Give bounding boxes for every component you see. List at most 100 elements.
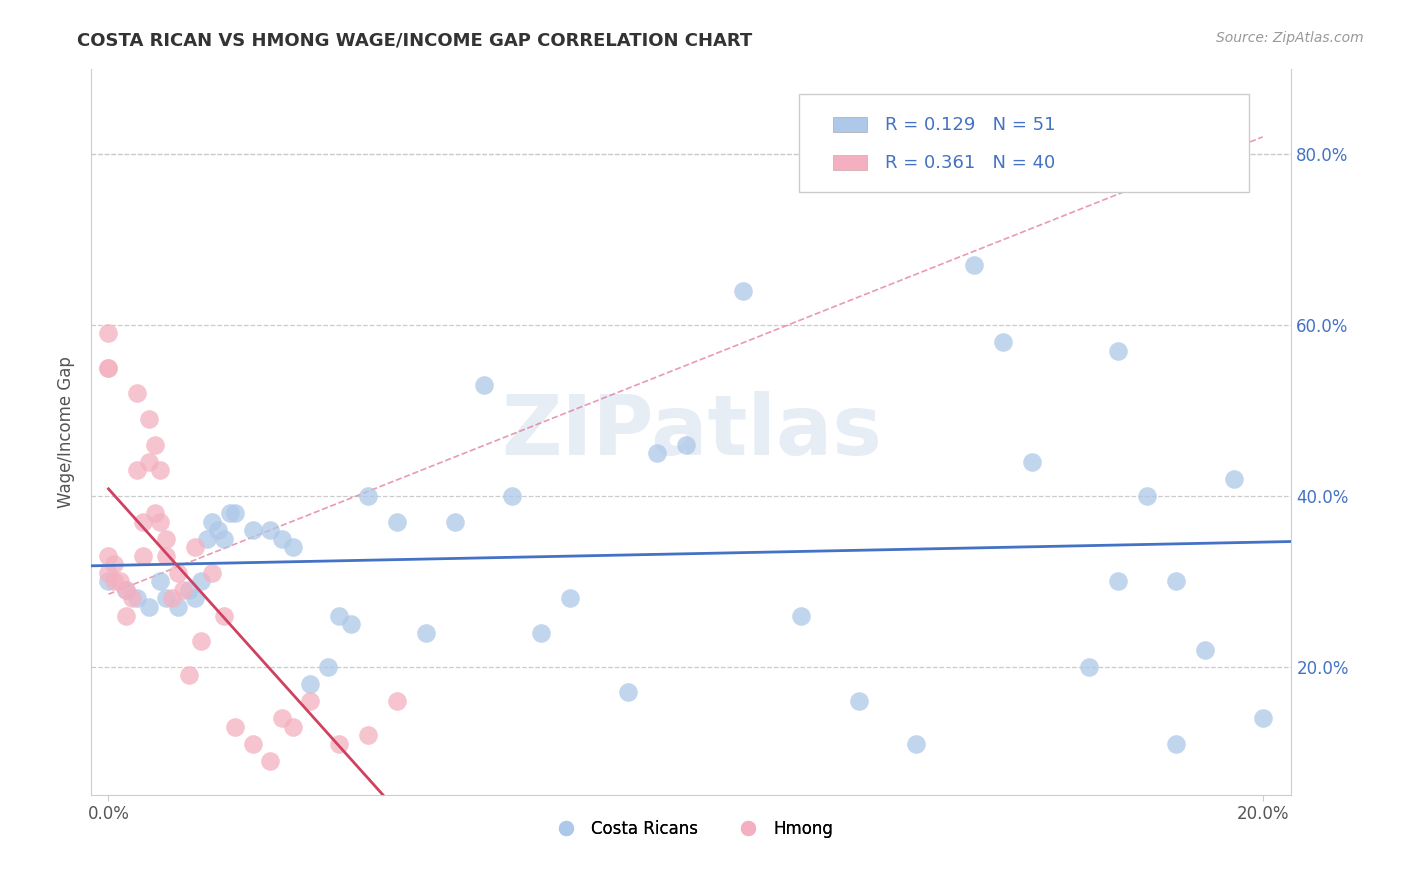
Point [472, 377, 495, 392]
Point [1194, 642, 1216, 657]
FancyBboxPatch shape [832, 155, 866, 170]
FancyBboxPatch shape [800, 94, 1250, 192]
Point [132, 549, 155, 563]
Point [190, 634, 212, 648]
Point [1136, 489, 1159, 503]
Point [1222, 472, 1244, 486]
Point [281, 720, 304, 734]
Point [224, 506, 246, 520]
Point [212, 608, 235, 623]
Point [1251, 711, 1274, 725]
Point [218, 506, 240, 520]
Point [190, 574, 212, 589]
Point [316, 660, 339, 674]
Point [357, 728, 380, 742]
Point [212, 532, 235, 546]
Point [281, 540, 304, 554]
Point [97, 574, 120, 589]
Point [138, 412, 160, 426]
Text: ZIPatlas: ZIPatlas [501, 392, 882, 472]
Point [114, 582, 136, 597]
Point [166, 600, 188, 615]
Point [270, 532, 292, 546]
Point [963, 258, 986, 272]
Point [114, 582, 136, 597]
Point [201, 566, 224, 580]
Point [173, 582, 195, 597]
Point [242, 737, 264, 751]
Point [1107, 574, 1129, 589]
Point [97, 549, 120, 563]
Point [108, 574, 131, 589]
Point [299, 694, 322, 708]
Point [443, 515, 465, 529]
Point [127, 591, 149, 606]
Text: COSTA RICAN VS HMONG WAGE/INCOME GAP CORRELATION CHART: COSTA RICAN VS HMONG WAGE/INCOME GAP COR… [77, 31, 752, 49]
Point [143, 506, 166, 520]
Point [103, 558, 125, 572]
Point [184, 540, 207, 554]
Point [103, 574, 125, 589]
Point [138, 455, 160, 469]
Point [385, 694, 408, 708]
Point [224, 720, 246, 734]
Point [299, 677, 322, 691]
Point [1107, 343, 1129, 358]
Point [1164, 574, 1187, 589]
Point [201, 515, 224, 529]
Point [259, 523, 281, 537]
Point [617, 685, 640, 699]
Point [97, 360, 120, 375]
Point [97, 360, 120, 375]
Point [259, 754, 281, 768]
Point [1164, 737, 1187, 751]
Point [207, 523, 229, 537]
Point [1021, 455, 1043, 469]
Point [733, 284, 755, 298]
Point [155, 532, 177, 546]
Point [340, 617, 363, 632]
Point [848, 694, 870, 708]
Point [127, 386, 149, 401]
Point [385, 515, 408, 529]
Point [179, 668, 201, 682]
Legend: Costa Ricans, Hmong: Costa Ricans, Hmong [543, 814, 839, 845]
Text: R = 0.129   N = 51: R = 0.129 N = 51 [884, 116, 1054, 135]
Point [143, 437, 166, 451]
Point [328, 608, 350, 623]
Point [97, 566, 120, 580]
Point [195, 532, 218, 546]
Point [97, 326, 120, 341]
Point [184, 591, 207, 606]
Point [166, 566, 188, 580]
Point [149, 463, 172, 477]
Point [905, 737, 928, 751]
Text: R = 0.361   N = 40: R = 0.361 N = 40 [884, 154, 1054, 172]
Point [1078, 660, 1101, 674]
Point [415, 625, 437, 640]
Point [149, 515, 172, 529]
Point [328, 737, 350, 751]
Point [558, 591, 581, 606]
Point [675, 437, 697, 451]
Point [132, 515, 155, 529]
Point [357, 489, 380, 503]
Point [530, 625, 553, 640]
Point [242, 523, 264, 537]
Point [138, 600, 160, 615]
Point [179, 582, 201, 597]
Point [991, 334, 1014, 349]
Point [114, 608, 136, 623]
FancyBboxPatch shape [832, 117, 866, 132]
Text: Source: ZipAtlas.com: Source: ZipAtlas.com [1216, 31, 1364, 45]
Point [149, 574, 172, 589]
Point [501, 489, 523, 503]
Point [790, 608, 813, 623]
Point [270, 711, 292, 725]
Point [127, 463, 149, 477]
Point [155, 591, 177, 606]
Y-axis label: Wage/Income Gap: Wage/Income Gap [58, 356, 75, 508]
Point [155, 549, 177, 563]
Point [645, 446, 668, 460]
Point [121, 591, 143, 606]
